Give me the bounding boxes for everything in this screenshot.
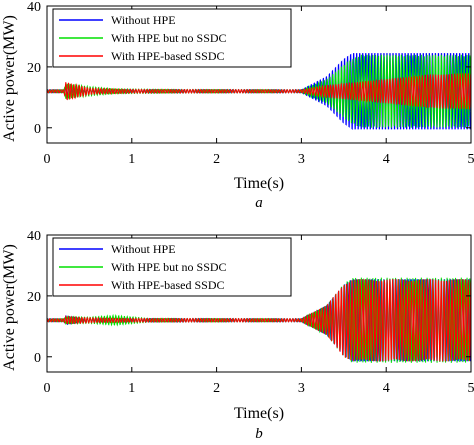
- y-tick-label: 0: [34, 122, 41, 137]
- panel-caption: a: [255, 195, 263, 211]
- x-tick-label: 5: [468, 381, 474, 396]
- x-tick-label: 1: [128, 152, 135, 167]
- x-axis-label: Time(s): [234, 175, 284, 192]
- legend-entry: Without HPE: [111, 242, 176, 256]
- panel-a: 0 1 2 3 4 5 0 20 40 Time(s) Active power(MW) a Witho…: [1, 0, 474, 211]
- series-line-3: [47, 279, 471, 362]
- y-tick-label: 40: [27, 0, 41, 15]
- y-tick-label: 20: [27, 61, 41, 76]
- axes-frame: [46, 5, 472, 144]
- legend: Without HPE With HPE but no SSDC With HPE-…: [52, 237, 292, 297]
- legend-entry: With HPE-based SSDC: [111, 278, 225, 292]
- x-tick-label: 0: [44, 152, 51, 167]
- x-tick-label: 3: [298, 381, 305, 396]
- legend-entry: Without HPE: [111, 13, 176, 27]
- legend: Without HPE With HPE but no SSDC With HPE-…: [52, 8, 292, 68]
- x-tick-label: 4: [383, 381, 390, 396]
- legend-entry: With HPE but no SSDC: [111, 31, 227, 45]
- x-tick-label: 3: [298, 152, 305, 167]
- x-tick-label: 0: [44, 381, 51, 396]
- y-axis-label: Active power(MW): [1, 244, 18, 371]
- x-axis-label: Time(s): [234, 405, 284, 422]
- y-tick-label: 0: [34, 351, 41, 366]
- x-tick-label: 2: [213, 152, 220, 167]
- panel-b: 0 1 2 3 4 5 0 20 40 Time(s) Active power(MW) b Witho…: [1, 229, 474, 442]
- series-line-2: [47, 277, 471, 363]
- x-tick-label: 2: [213, 381, 220, 396]
- x-tick-label: 4: [383, 152, 390, 167]
- y-tick-label: 20: [27, 290, 41, 305]
- series-line-3: [47, 73, 471, 110]
- axes-frame: [46, 234, 472, 373]
- x-tick-label: 5: [468, 152, 474, 167]
- plot-area: [47, 277, 471, 363]
- y-tick-label: 40: [27, 229, 41, 244]
- legend-entry: With HPE but no SSDC: [111, 260, 227, 274]
- x-tick-label: 1: [128, 381, 135, 396]
- y-axis-label: Active power(MW): [1, 15, 18, 142]
- panel-caption: b: [255, 426, 263, 442]
- plot-area: [47, 53, 471, 130]
- legend-entry: With HPE-based SSDC: [111, 49, 225, 63]
